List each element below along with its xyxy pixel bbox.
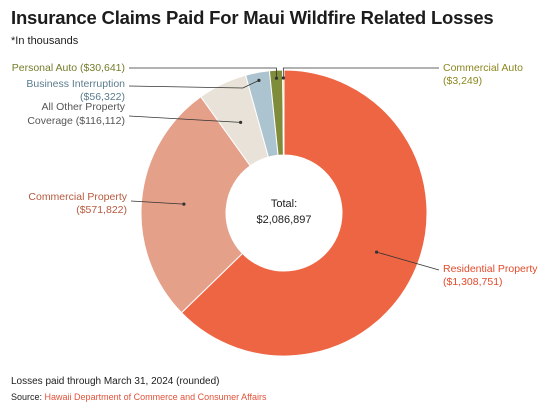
source-link[interactable]: Hawaii Department of Commerce and Consum…	[44, 392, 267, 402]
leader-line-personal-auto	[129, 67, 277, 79]
leader-line-commercial-auto	[282, 67, 439, 79]
leader-dot-personal-auto	[274, 76, 279, 80]
center-total-value: $2,086,897	[256, 214, 311, 226]
callout-label-business-interruption: Business Interruption ($56,322)	[26, 78, 125, 103]
leader-dot-all-other-property-coverage	[239, 120, 243, 124]
callout-label-commercial-property: Commercial Property ($571,822)	[28, 191, 127, 216]
leader-dot-commercial-property	[182, 202, 186, 206]
leader-line-business-interruption	[128, 79, 260, 89]
chart-title: Insurance Claims Paid For Maui Wildfire …	[11, 7, 494, 28]
callout-label-personal-auto: Personal Auto ($30,641)	[12, 62, 125, 74]
center-total-label: Total:	[271, 198, 297, 210]
leader-line-residential-property	[376, 251, 440, 271]
donut-hole	[226, 155, 342, 271]
leader-line-commercial-property	[130, 200, 184, 205]
source-label: Source:	[11, 392, 43, 402]
callout-label-residential-property: Residential Property ($1,308,751)	[443, 263, 538, 288]
leader-dot-commercial-auto	[281, 76, 285, 80]
callout-label-commercial-auto: Commercial Auto ($3,249)	[443, 62, 523, 87]
footnote-date: Losses paid through March 31, 2024 (roun…	[11, 376, 220, 387]
leader-line-all-other-property-coverage	[128, 115, 241, 123]
callout-label-all-other-property-coverage: All Other Property Coverage ($116,112)	[27, 101, 125, 127]
slice-commercial-auto[interactable]	[282, 69, 285, 156]
units-note: *In thousands	[11, 35, 79, 47]
source-line: Source: Hawaii Department of Commerce an…	[11, 392, 266, 402]
leader-dot-residential-property	[374, 250, 379, 254]
leader-dot-business-interruption	[257, 78, 261, 82]
